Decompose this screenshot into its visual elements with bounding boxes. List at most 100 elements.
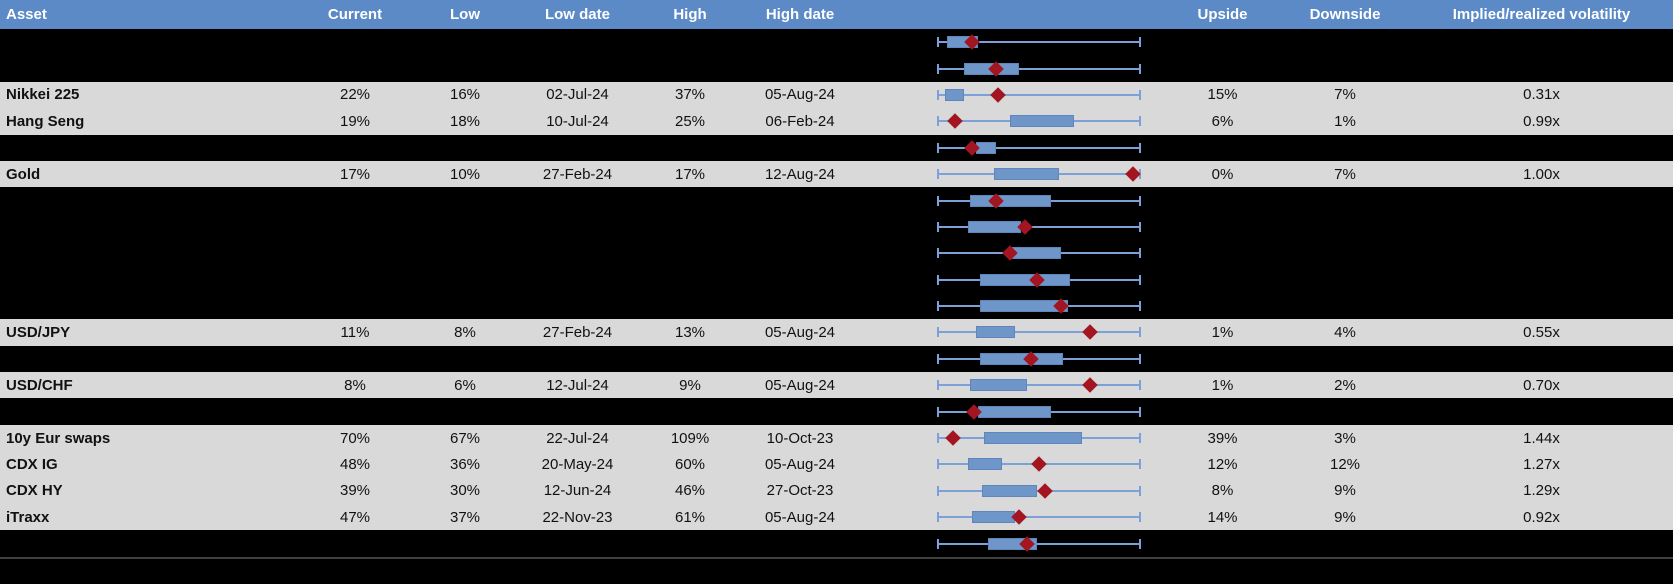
low-cell: 36% — [449, 455, 481, 473]
high-date-cell: 05-Aug-24 — [764, 86, 836, 104]
low-date-cell: 10-Jul-24 — [546, 112, 609, 130]
implied-realized-vol-cell — [1410, 55, 1673, 81]
table-row: CDX HY 39% 30% 12-Jun-24 46% 27-Oct-23 8% 9% 1.2… — [0, 477, 1673, 505]
whisker-cap-left — [937, 353, 939, 364]
low-cell: 18% — [449, 112, 481, 130]
high-cell — [635, 187, 745, 213]
low-cell: 10% — [449, 165, 481, 183]
high-cell — [635, 240, 745, 266]
header-chart-spacer — [855, 0, 1165, 29]
high-cell: 37% — [674, 86, 706, 104]
volatility-range-boxplot — [937, 451, 1141, 477]
range-box — [969, 194, 1052, 207]
whisker-cap-left — [937, 116, 939, 127]
high-date-cell: 10-Oct-23 — [766, 429, 834, 447]
boxplot-cell — [855, 293, 1165, 319]
high-cell: 9% — [679, 376, 701, 394]
boxplot-cell — [855, 187, 1165, 213]
current-cell — [300, 293, 410, 319]
asset-cell — [0, 293, 300, 319]
asset-cell: 10y Eur swaps — [6, 429, 111, 447]
implied-realized-vol-cell — [1410, 267, 1673, 293]
whisker-cap-left — [937, 169, 939, 180]
high-date-cell — [745, 559, 855, 583]
low-date-cell — [520, 29, 635, 55]
whisker-cap-right — [1139, 485, 1141, 496]
boxplot-cell — [855, 108, 1165, 134]
range-box — [967, 220, 1021, 233]
high-cell — [635, 55, 745, 81]
downside-cell — [1280, 55, 1410, 81]
volatility-range-boxplot — [937, 425, 1141, 451]
high-cell — [635, 346, 745, 372]
asset-cell — [0, 29, 300, 55]
range-box — [975, 326, 1015, 339]
implied-realized-vol-cell: 0.31x — [1523, 86, 1560, 104]
whisker-cap-left — [937, 195, 939, 206]
boxplot-cell — [855, 504, 1165, 530]
boxplot-cell — [855, 530, 1165, 556]
whisker-cap-left — [937, 512, 939, 523]
low-cell — [410, 530, 520, 556]
low-date-cell — [520, 346, 635, 372]
whisker-line — [937, 93, 1141, 96]
high-date-cell — [745, 55, 855, 81]
high-date-cell: 05-Aug-24 — [764, 323, 836, 341]
low-date-cell — [520, 293, 635, 319]
downside-cell: 3% — [1334, 429, 1356, 447]
volatility-range-boxplot — [937, 161, 1141, 187]
whisker-line — [937, 384, 1141, 387]
hidden-row — [0, 134, 1673, 161]
whisker-cap-right — [1139, 512, 1141, 523]
hidden-row — [0, 29, 1673, 56]
low-cell — [410, 346, 520, 372]
current-cell — [300, 398, 410, 424]
diamond-marker-icon — [1082, 324, 1098, 341]
volatility-range-boxplot — [937, 504, 1141, 530]
volatility-range-boxplot — [937, 478, 1141, 504]
volatility-range-boxplot — [937, 398, 1141, 424]
downside-cell — [1280, 29, 1410, 55]
hidden-row — [0, 266, 1673, 293]
boxplot-cell — [855, 135, 1165, 161]
whisker-cap-right — [1139, 538, 1141, 549]
whisker-cap-right — [1139, 89, 1141, 100]
low-date-cell: 27-Feb-24 — [542, 323, 613, 341]
low-date-cell: 12-Jul-24 — [546, 376, 609, 394]
asset-cell: iTraxx — [6, 508, 50, 526]
upside-cell: 39% — [1207, 429, 1238, 447]
whisker-cap-right — [1139, 63, 1141, 74]
header-low: Low — [450, 6, 480, 23]
low-cell — [410, 398, 520, 424]
asset-cell — [0, 530, 300, 556]
range-box — [1012, 247, 1062, 260]
low-date-cell — [520, 214, 635, 240]
asset-cell: CDX HY — [6, 482, 63, 500]
low-date-cell — [520, 55, 635, 81]
implied-realized-vol-cell: 1.29x — [1523, 482, 1560, 500]
high-cell — [635, 135, 745, 161]
whisker-cap-left — [937, 327, 939, 338]
asset-cell — [0, 214, 300, 240]
downside-cell — [1280, 559, 1410, 583]
whisker-line — [937, 516, 1141, 519]
hidden-row — [0, 187, 1673, 214]
current-cell — [300, 346, 410, 372]
implied-realized-vol-cell — [1410, 214, 1673, 240]
high-date-cell: 12-Aug-24 — [764, 165, 836, 183]
implied-realized-vol-cell: 0.55x — [1523, 323, 1560, 341]
low-date-cell: 22-Jul-24 — [546, 429, 609, 447]
diamond-marker-icon — [945, 430, 962, 446]
implied-realized-vol-cell: 0.99x — [1523, 112, 1560, 130]
hidden-row — [0, 556, 1673, 584]
high-cell — [635, 29, 745, 55]
asset-cell: Hang Seng — [6, 112, 85, 130]
downside-cell: 2% — [1334, 376, 1356, 394]
whisker-cap-right — [1139, 380, 1141, 391]
whisker-cap-right — [1139, 37, 1141, 48]
downside-cell: 7% — [1334, 165, 1356, 183]
implied-realized-vol-cell — [1410, 29, 1673, 55]
whisker-cap-left — [937, 380, 939, 391]
asset-cell — [0, 240, 300, 266]
low-date-cell — [520, 240, 635, 266]
